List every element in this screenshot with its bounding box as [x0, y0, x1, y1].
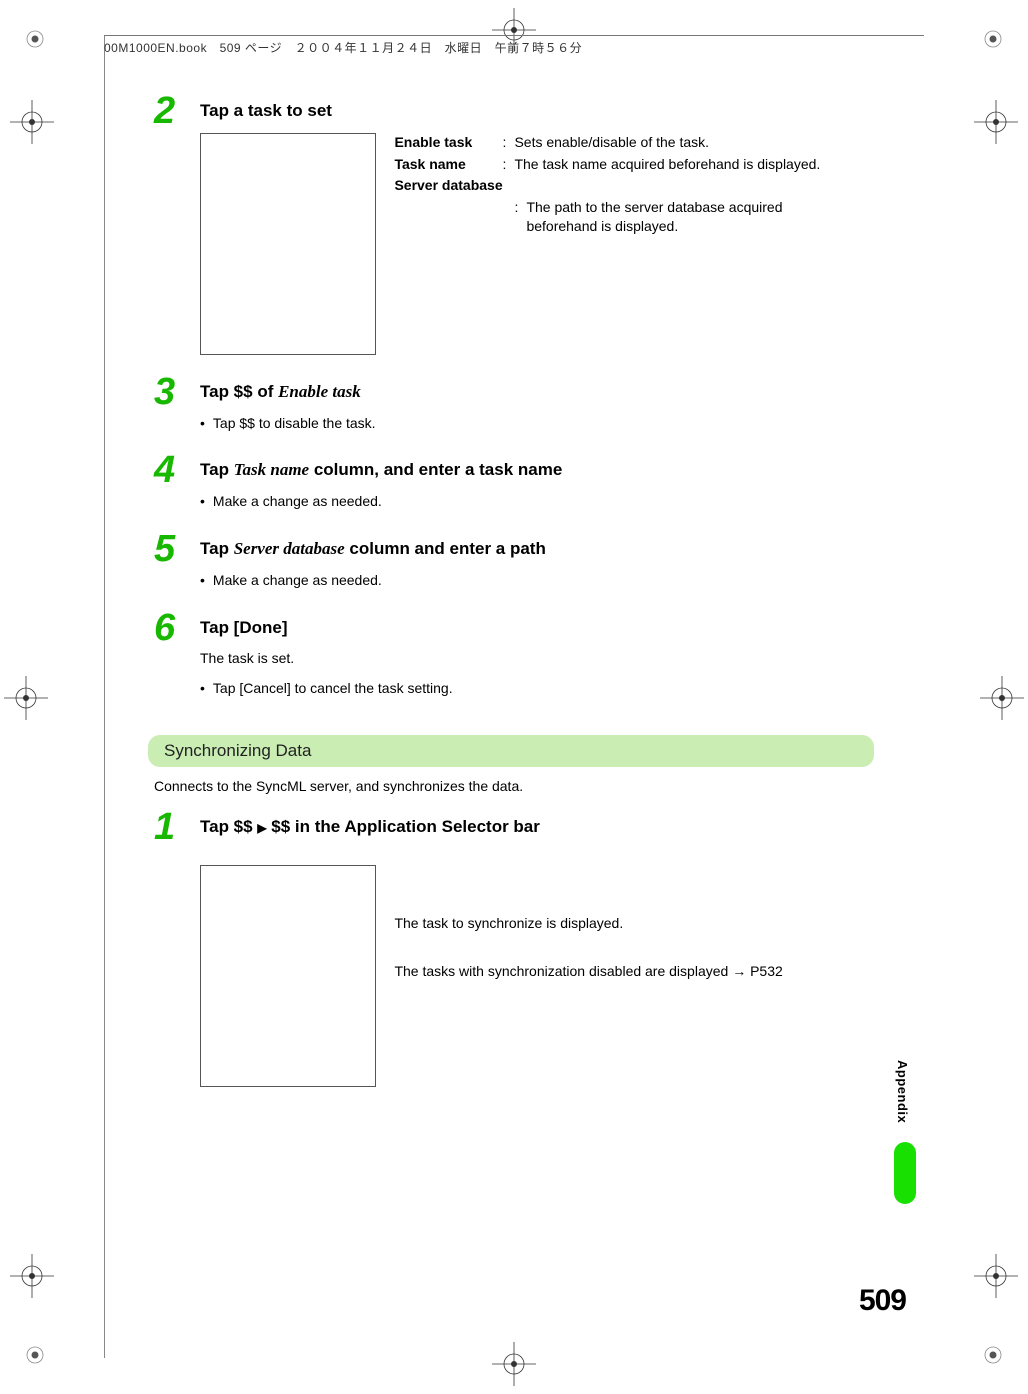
step-5: 5 Tap Server database column and enter a…: [154, 538, 874, 591]
crosshair-mark: [974, 100, 1018, 144]
step-title: Tap $$ of Enable task: [200, 381, 874, 404]
registration-mark: [980, 26, 1006, 52]
def-colon: :: [502, 155, 514, 175]
step-6: 6 Tap [Done] The task is set. Tap [Cance…: [154, 617, 874, 699]
def-term: Enable task: [394, 133, 502, 153]
crop-guide: [104, 36, 105, 1358]
bullet: Tap [Cancel] to cancel the task setting.: [200, 679, 874, 699]
crosshair-mark: [10, 100, 54, 144]
step-number: 5: [154, 530, 194, 568]
section-banner: Synchronizing Data: [148, 735, 874, 767]
bullet: Make a change as needed.: [200, 492, 874, 512]
step-sync-1: 1 Tap $$ ▶ $$ in the Application Selecto…: [154, 816, 874, 1087]
step-title: Tap a task to set: [200, 100, 874, 123]
def-val: Sets enable/disable of the task.: [514, 133, 834, 153]
registration-mark: [980, 1342, 1006, 1368]
side-line: The tasks with synchronization disabled …: [394, 961, 834, 983]
title-ital: Task name: [234, 460, 309, 479]
side-tab-pill: [894, 1142, 916, 1204]
side-text: The tasks with synchronization disabled …: [394, 963, 732, 979]
title-text: Tap: [200, 460, 234, 479]
section-desc: Connects to the SyncML server, and synch…: [154, 777, 874, 797]
step-title: Tap [Done]: [200, 617, 874, 640]
title-ital: Enable task: [278, 382, 361, 401]
step-title: Tap $$ ▶ $$ in the Application Selector …: [200, 816, 874, 839]
crosshair-mark: [980, 676, 1024, 720]
title-text: Tap: [200, 539, 234, 558]
step-number: 6: [154, 609, 194, 647]
page-content: 2 Tap a task to set Enable task : Sets e…: [154, 100, 874, 1274]
bullet: Make a change as needed.: [200, 571, 874, 591]
crosshair-mark: [4, 676, 48, 720]
arrow-icon: →: [732, 963, 746, 979]
def-colon: :: [502, 133, 514, 153]
arrow-icon: ▶: [257, 821, 266, 835]
side-tab-label: Appendix: [895, 1060, 910, 1123]
registration-mark: [22, 26, 48, 52]
title-text: $$ in the Application Selector bar: [267, 817, 540, 836]
def-val: The path to the server database acquired…: [526, 198, 834, 237]
title-text: column, and enter a task name: [309, 460, 562, 479]
bullet: Tap $$ to disable the task.: [200, 414, 874, 434]
step-number: 1: [154, 808, 194, 846]
def-term: Server database: [394, 176, 502, 196]
screenshot-placeholder: [200, 865, 376, 1087]
step-title: Tap Server database column and enter a p…: [200, 538, 874, 561]
title-text: column and enter a path: [345, 539, 546, 558]
def-term: Task name: [394, 155, 502, 175]
screenshot-placeholder: [200, 133, 376, 355]
def-val: The task name acquired beforehand is dis…: [514, 155, 834, 175]
step-number: 2: [154, 92, 194, 130]
def-colon: :: [514, 198, 526, 237]
side-text: P532: [746, 963, 783, 979]
crosshair-mark: [10, 1254, 54, 1298]
step-number: 4: [154, 451, 194, 489]
title-text: Tap $$: [200, 817, 257, 836]
step-number: 3: [154, 373, 194, 411]
title-text: Tap $$ of: [200, 382, 278, 401]
page-number: 509: [859, 1284, 906, 1318]
crosshair-mark: [492, 1342, 536, 1386]
side-line: The task to synchronize is displayed.: [394, 913, 834, 935]
side-text: The task to synchronize is displayed. Th…: [394, 849, 834, 1008]
step-title: Tap Task name column, and enter a task n…: [200, 459, 874, 482]
plain-text: The task is set.: [200, 649, 874, 669]
registration-mark: [22, 1342, 48, 1368]
step-3: 3 Tap $$ of Enable task Tap $$ to disabl…: [154, 381, 874, 434]
step-4: 4 Tap Task name column, and enter a task…: [154, 459, 874, 512]
book-header: 00M1000EN.book 509 ページ ２００４年１１月２４日 水曜日 午…: [104, 35, 924, 56]
title-ital: Server database: [234, 539, 345, 558]
definition-list: Enable task : Sets enable/disable of the…: [394, 133, 834, 237]
crosshair-mark: [974, 1254, 1018, 1298]
step-2: 2 Tap a task to set Enable task : Sets e…: [154, 100, 874, 355]
